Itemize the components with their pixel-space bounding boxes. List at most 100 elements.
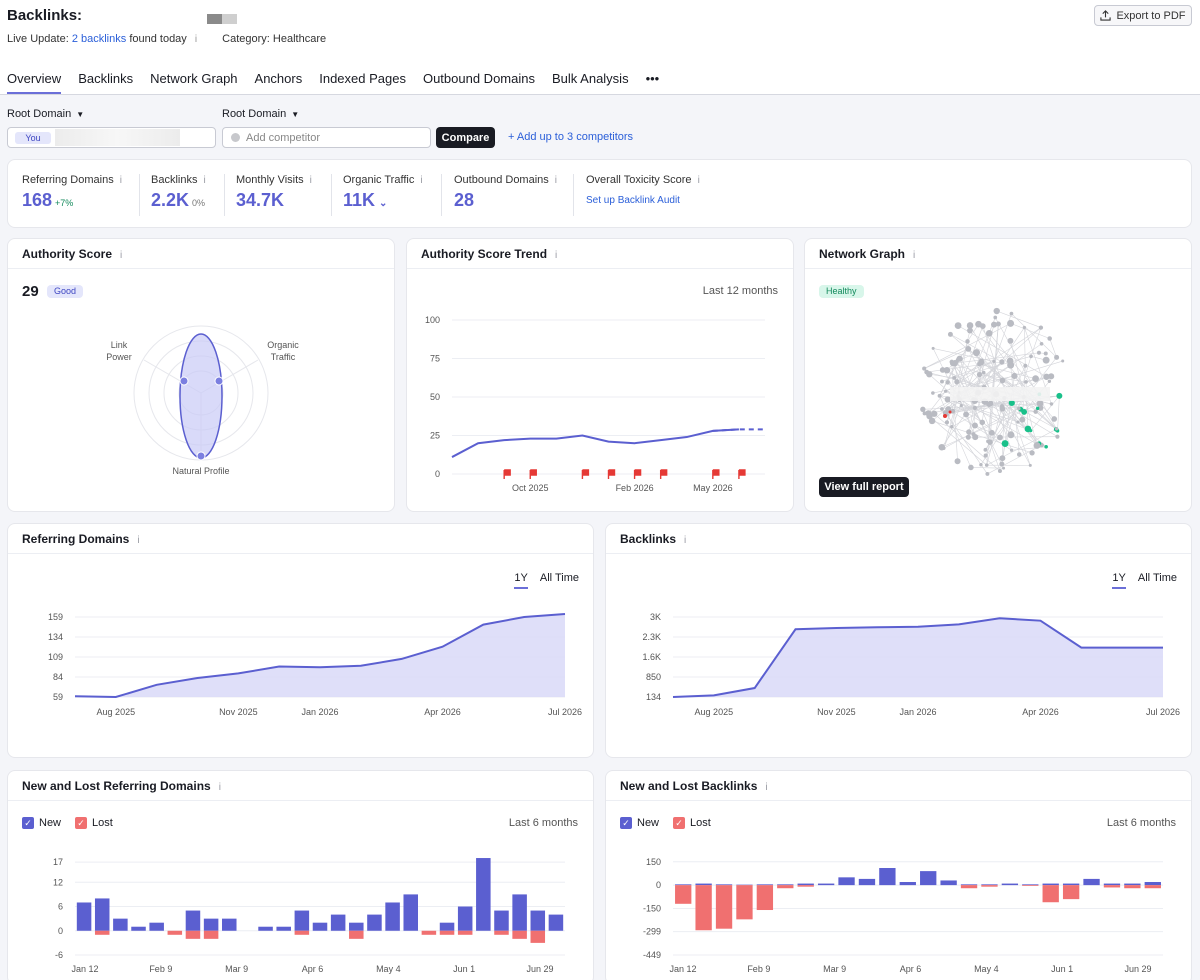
x-tick-label: Apr 2026 — [424, 707, 461, 717]
radar-point-organic-traffic[interactable] — [214, 376, 224, 386]
tab-outbound-domains[interactable]: Outbound Domains — [422, 71, 535, 86]
tab-overview[interactable]: Overview — [7, 71, 62, 94]
chevron-down-icon[interactable]: ⌄ — [379, 198, 388, 209]
bar-new — [494, 910, 509, 931]
info-icon[interactable]: i — [120, 250, 123, 261]
authority-trend-chart: 0 25 50 75 100 Oct 2025 Feb 2026 May 2026 — [425, 315, 765, 493]
metric-outbound-domains[interactable]: Outbound Domains i 28 — [454, 174, 557, 211]
info-icon[interactable]: i — [697, 175, 700, 186]
network-node — [1007, 431, 1015, 439]
network-edge — [965, 403, 990, 415]
authority-trend-card: Authority Score Trend i Last 12 months 0 2… — [406, 238, 794, 512]
x-tick-label: Jul 2026 — [548, 707, 582, 717]
network-node — [999, 404, 1005, 409]
network-edge — [1024, 327, 1026, 366]
network-node — [1002, 466, 1006, 470]
legend-lost-toggle[interactable]: ✓ Lost — [75, 817, 113, 829]
radar-label-link-power: Link Power — [106, 340, 132, 362]
network-node — [1016, 452, 1022, 457]
info-icon[interactable]: i — [309, 175, 312, 186]
y-tick-label: -299 — [643, 927, 661, 937]
tab-backlinks[interactable]: Backlinks — [78, 71, 134, 86]
card-title: Authority Score Trend — [421, 247, 548, 261]
y-tick-label: 850 — [646, 672, 661, 682]
range-all-time-button[interactable]: All Time — [1137, 572, 1177, 584]
new-lost-referring-domains-card: New and Lost Referring Domains i ✓ New ✓ Lo… — [7, 770, 594, 980]
bar-lost — [1042, 885, 1059, 903]
metric-referring-domains[interactable]: Referring Domains i 168 +7% — [22, 174, 122, 211]
metric-divider — [331, 174, 332, 216]
area-fill — [75, 613, 565, 697]
radar-point-natural-profile[interactable] — [196, 451, 206, 461]
info-icon[interactable]: i — [554, 175, 558, 186]
series-line — [74, 612, 566, 699]
tab-more-menu[interactable]: ••• — [645, 71, 660, 86]
network-node-toxic — [948, 410, 952, 414]
y-tick-label: 134 — [48, 632, 63, 642]
legend-new-toggle[interactable]: ✓ New — [22, 817, 61, 829]
network-node — [1044, 444, 1048, 449]
tab-indexed-pages[interactable]: Indexed Pages — [319, 71, 406, 86]
info-icon[interactable]: i — [119, 175, 122, 186]
metric-value: 2.2K — [151, 190, 190, 210]
card-divider — [805, 268, 1191, 269]
info-icon[interactable]: i — [684, 535, 687, 546]
tab-network-graph[interactable]: Network Graph — [150, 71, 238, 86]
info-icon[interactable]: i — [137, 535, 140, 546]
legend-new-toggle[interactable]: ✓ New — [620, 817, 659, 829]
bar-lost — [715, 885, 733, 929]
your-domain-field[interactable]: You — [7, 127, 216, 148]
range-1y-button[interactable]: 1Y — [1112, 572, 1126, 589]
legend-lost-toggle[interactable]: ✓ Lost — [673, 817, 711, 829]
info-icon[interactable]: i — [765, 782, 768, 793]
bar-lost — [777, 885, 794, 889]
network-node — [971, 432, 976, 437]
radar-label-organic-traffic: Organic Traffic — [267, 340, 299, 362]
radar-label-natural-profile: Natural Profile — [172, 466, 229, 476]
legend-label: Lost — [92, 817, 113, 829]
range-1y-button[interactable]: 1Y — [514, 572, 528, 589]
network-node — [988, 429, 995, 436]
root-domain-select-you[interactable]: Root Domain ▼ — [7, 108, 84, 120]
bar-lost — [960, 885, 978, 889]
metric-organic-traffic[interactable]: Organic Traffic i 11K ⌄ — [343, 174, 423, 211]
compare-button[interactable]: Compare — [436, 127, 495, 148]
metric-backlinks[interactable]: Backlinks i 2.2K 0% — [151, 174, 206, 211]
info-icon[interactable]: i — [555, 250, 558, 261]
x-tick-label: Mar 9 — [823, 964, 846, 974]
bar-new — [367, 914, 382, 931]
tab-anchors[interactable]: Anchors — [254, 71, 303, 86]
live-update-link[interactable]: 2 backlinks — [71, 33, 127, 45]
network-node — [992, 359, 996, 363]
export-icon — [1100, 10, 1112, 21]
network-node — [931, 391, 935, 395]
range-all-time-button[interactable]: All Time — [539, 572, 579, 584]
x-tick-label: Jan 2026 — [899, 707, 936, 717]
bar-new — [439, 922, 455, 931]
radar-point-link-power[interactable] — [179, 376, 189, 386]
bar-new — [403, 894, 418, 931]
network-graph-visual[interactable] — [805, 294, 1191, 494]
info-icon[interactable]: i — [420, 175, 423, 186]
card-title: Authority Score — [22, 247, 113, 261]
network-edge — [985, 365, 1026, 456]
y-tick-label: 109 — [48, 652, 63, 662]
info-icon[interactable]: i — [194, 34, 198, 45]
tab-bulk-analysis[interactable]: Bulk Analysis — [551, 71, 629, 86]
add-competitors-link[interactable]: + Add up to 3 competitors — [508, 131, 634, 143]
info-icon[interactable]: i — [218, 782, 221, 793]
metric-monthly-visits[interactable]: Monthly Visits i 34.7K — [236, 174, 312, 211]
export-pdf-button[interactable]: Export to PDF — [1094, 5, 1192, 26]
competitor-input[interactable]: Add competitor — [222, 127, 431, 148]
chevron-down-icon: ▼ — [291, 109, 300, 119]
setup-backlink-audit-link[interactable]: Set up Backlink Audit — [586, 195, 680, 206]
root-domain-select-competitor[interactable]: Root Domain ▼ — [222, 108, 299, 120]
info-icon[interactable]: i — [913, 250, 916, 261]
view-full-report-button[interactable]: View full report — [819, 477, 909, 497]
legend-label: New — [39, 817, 62, 829]
bar-lost — [1144, 885, 1161, 889]
bar-lost — [1124, 885, 1141, 889]
network-node — [968, 464, 974, 471]
info-icon[interactable]: i — [203, 175, 206, 186]
bar-new — [530, 910, 546, 931]
